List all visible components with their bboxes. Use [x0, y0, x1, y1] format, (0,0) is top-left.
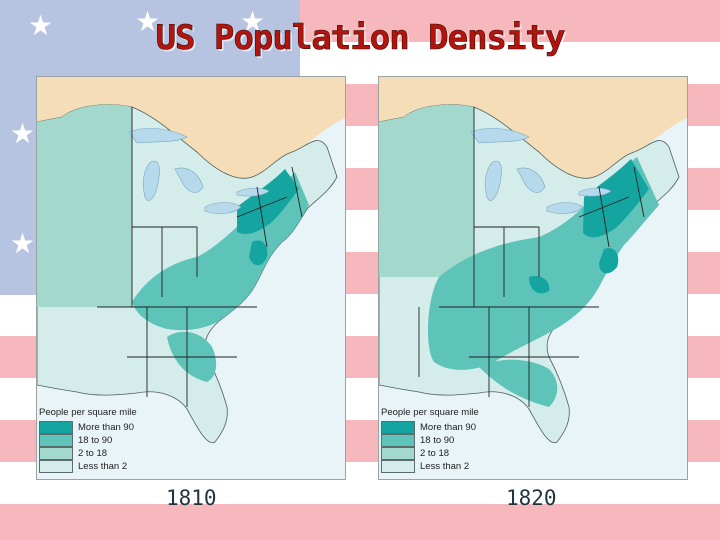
- legend-item: 2 to 18: [39, 447, 179, 460]
- legend-swatch: [39, 447, 73, 460]
- year-label-1810: 1810: [166, 486, 217, 510]
- star-icon: ★: [28, 9, 54, 42]
- flag-stripe: [0, 504, 720, 540]
- legend-label: 18 to 90: [420, 435, 455, 446]
- star-icon: ★: [240, 5, 266, 38]
- legend-swatch: [381, 434, 415, 447]
- map-1810: [37, 77, 345, 479]
- legend-title: People per square mile: [39, 407, 137, 418]
- star-icon: ★: [10, 117, 36, 150]
- legend-swatch: [39, 421, 73, 434]
- legend-item: 18 to 90: [381, 434, 521, 447]
- map-panel-1810: People per square mile More than 90 18 t…: [36, 76, 346, 480]
- legend-item: Less than 2: [39, 460, 179, 473]
- legend: People per square mile More than 90 18 t…: [39, 407, 179, 473]
- legend-swatch: [381, 460, 415, 473]
- legend: People per square mile More than 90 18 t…: [381, 407, 521, 473]
- star-icon: ★: [135, 5, 161, 38]
- year-label-1820: 1820: [506, 486, 557, 510]
- legend-swatch: [381, 421, 415, 434]
- map-1820: [379, 77, 687, 479]
- map-panel-1820: People per square mile More than 90 18 t…: [378, 76, 688, 480]
- legend-label: Less than 2: [78, 461, 128, 472]
- legend-label: 2 to 18: [78, 448, 108, 459]
- legend-item: Less than 2: [381, 460, 521, 473]
- legend-label: 2 to 18: [420, 448, 450, 459]
- legend-item: More than 90: [39, 421, 179, 434]
- legend-label: 18 to 90: [78, 435, 113, 446]
- legend-swatch: [39, 434, 73, 447]
- legend-label: Less than 2: [420, 461, 470, 472]
- page-title: US Population Density: [155, 18, 565, 59]
- legend-label: More than 90: [78, 422, 134, 433]
- legend-title: People per square mile: [381, 407, 479, 418]
- legend-item: More than 90: [381, 421, 521, 434]
- legend-item: 2 to 18: [381, 447, 521, 460]
- legend-swatch: [381, 447, 415, 460]
- legend-swatch: [39, 460, 73, 473]
- star-icon: ★: [10, 227, 36, 260]
- legend-item: 18 to 90: [39, 434, 179, 447]
- legend-label: More than 90: [420, 422, 476, 433]
